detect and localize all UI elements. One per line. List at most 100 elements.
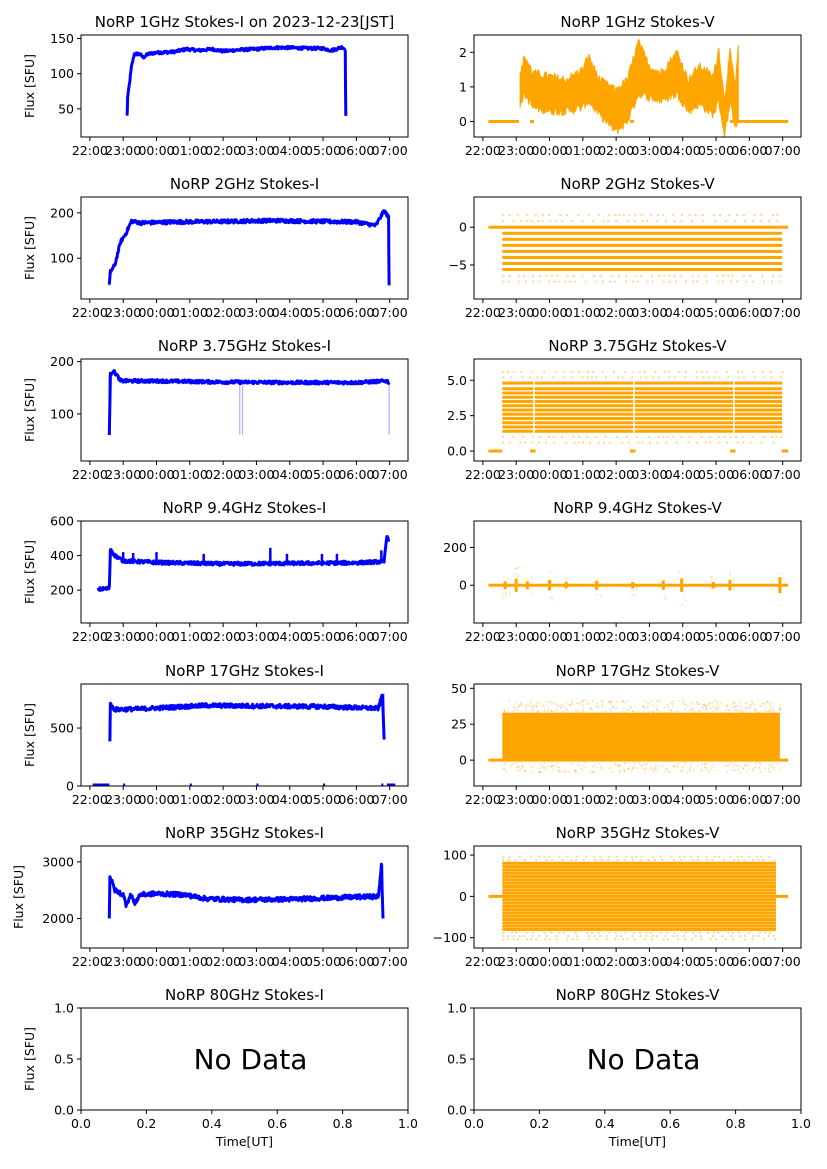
- x-tick-label: 02:00: [205, 629, 241, 644]
- level-point: [704, 441, 707, 444]
- level-point: [604, 435, 607, 438]
- noise-point: [572, 703, 574, 705]
- noise-point: [676, 766, 679, 768]
- noise-point: [565, 711, 568, 714]
- noise-point: [556, 708, 559, 711]
- noise-point: [553, 702, 555, 704]
- burst-point: [780, 576, 782, 579]
- level-point: [600, 859, 603, 862]
- burst-point: [682, 588, 684, 590]
- level-point: [635, 855, 638, 858]
- noise-point: [562, 711, 564, 713]
- level-point: [586, 376, 589, 379]
- noise-point: [521, 761, 523, 764]
- level-point: [599, 274, 602, 277]
- level-point: [773, 938, 776, 941]
- noise-point: [628, 768, 630, 770]
- level-point: [512, 938, 515, 941]
- level-point: [684, 280, 687, 283]
- noise-point: [720, 702, 722, 704]
- level-point: [743, 859, 746, 862]
- level-point: [635, 435, 638, 438]
- level-point: [548, 214, 551, 217]
- level-point: [647, 859, 650, 862]
- y-tick-label: 0: [459, 220, 467, 235]
- noise-point: [567, 770, 570, 773]
- level-point: [779, 376, 782, 379]
- level-point: [511, 931, 514, 934]
- noise-point: [709, 702, 711, 704]
- x-tick-label: 03:00: [631, 954, 667, 969]
- level-point: [691, 938, 694, 941]
- noise-point: [583, 761, 586, 764]
- level-point: [666, 435, 669, 438]
- noise-point: [514, 707, 517, 710]
- noise-point: [708, 771, 710, 773]
- noise-point: [746, 706, 748, 708]
- noise-point: [684, 708, 687, 711]
- noise-point: [575, 708, 577, 711]
- x-tick-label: 23:00: [105, 792, 141, 807]
- burst-point: [565, 580, 567, 583]
- level-point: [534, 214, 537, 217]
- level-point: [672, 859, 675, 862]
- level-point: [588, 441, 591, 444]
- noise-point: [569, 704, 572, 706]
- x-tick-label: 22:00: [465, 467, 501, 482]
- noise-point: [535, 705, 538, 708]
- noise-point: [560, 706, 562, 708]
- noise-point: [726, 704, 728, 707]
- axes-frame: [473, 34, 802, 138]
- noise-point: [552, 764, 555, 767]
- noise-point: [743, 706, 746, 709]
- level-point: [519, 441, 522, 444]
- burst-point: [564, 577, 567, 580]
- level-point: [538, 280, 541, 283]
- noise-point: [619, 770, 621, 773]
- y-tick-label: 1.0: [447, 1001, 467, 1016]
- burst-point: [728, 574, 731, 576]
- noise-point: [550, 709, 552, 712]
- plot-area: [488, 39, 789, 137]
- chart-title: NoRP 9.4GHz Stokes-V: [553, 499, 722, 517]
- level-point: [712, 931, 715, 934]
- series-line: [107, 369, 391, 436]
- zero-segment: [488, 449, 503, 453]
- noise-point: [774, 711, 776, 714]
- burst-point: [729, 588, 732, 591]
- x-tick-label: 22:00: [465, 954, 501, 969]
- noise-point: [755, 708, 757, 710]
- y-tick-label: 0.0: [54, 1103, 74, 1118]
- level-point: [762, 938, 765, 941]
- noise-point: [520, 764, 523, 767]
- noise-point: [742, 711, 744, 713]
- x-tick-label: 05:00: [698, 629, 734, 644]
- noise-point: [629, 762, 631, 764]
- level-point: [639, 859, 642, 862]
- level-point: [625, 274, 628, 277]
- x-tick-label: 00:00: [531, 143, 567, 158]
- noise-point: [728, 709, 731, 711]
- noise-point: [531, 766, 534, 768]
- level-point: [572, 274, 575, 277]
- noise-point: [520, 703, 522, 705]
- noise-point: [636, 767, 639, 769]
- noise-point: [746, 771, 748, 774]
- level-band: [502, 381, 783, 385]
- noise-point: [504, 711, 506, 713]
- noise-point: [726, 771, 729, 773]
- x-tick-label: 01:00: [565, 143, 601, 158]
- no-data-label: No Data: [194, 1043, 308, 1076]
- x-axis-label: Time[UT]: [215, 1134, 273, 1149]
- noise-point: [671, 702, 673, 704]
- level-point: [687, 441, 690, 444]
- noise-point: [557, 769, 560, 772]
- noise-point: [530, 706, 533, 708]
- noise-point: [693, 711, 696, 714]
- x-tick-label: 01:00: [172, 143, 208, 158]
- noise-point: [766, 710, 769, 713]
- level-band: [502, 904, 777, 908]
- noise-point: [518, 765, 520, 768]
- noise-point: [599, 766, 602, 768]
- level-point: [550, 931, 553, 934]
